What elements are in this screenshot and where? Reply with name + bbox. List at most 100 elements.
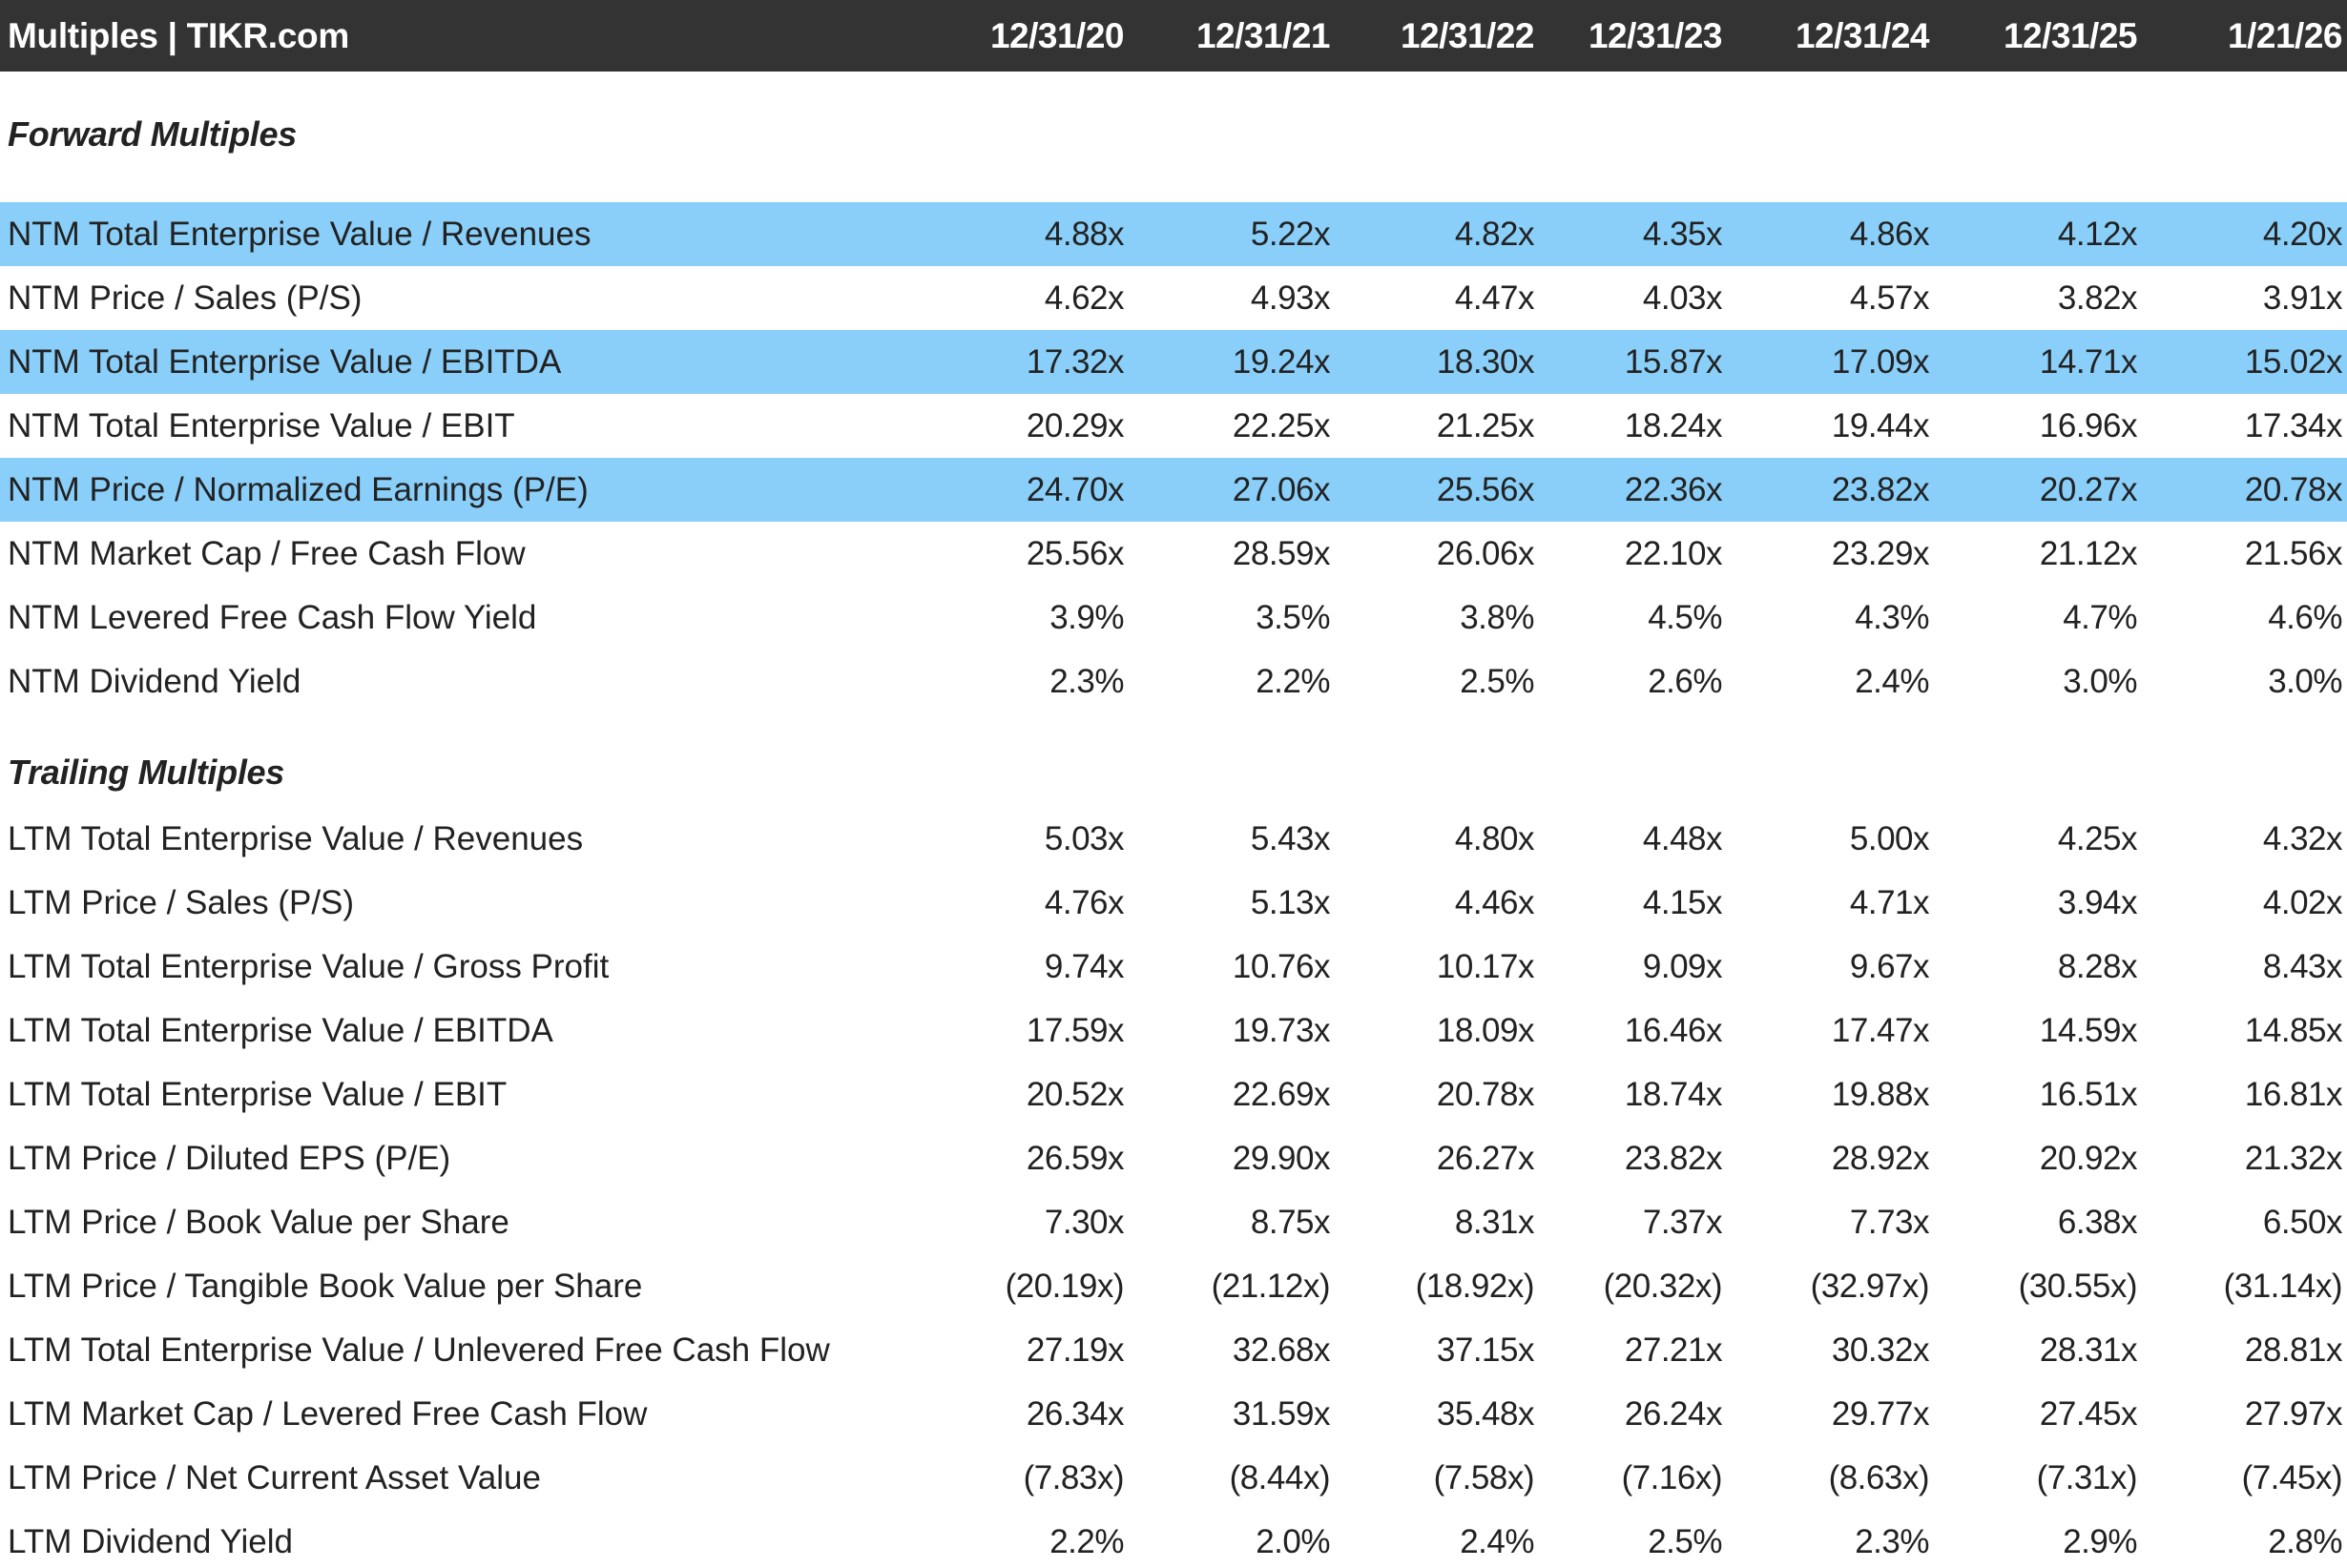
- cell-value: 23.82x: [1624, 1140, 1723, 1177]
- row-label: NTM Price / Sales (P/S): [8, 279, 363, 317]
- cell-value: 4.88x: [1044, 216, 1125, 253]
- row-label: LTM Total Enterprise Value / EBITDA: [8, 1012, 553, 1049]
- cell-value: 23.29x: [1831, 535, 1930, 572]
- cell-value: 4.7%: [2063, 599, 2137, 636]
- cell-value: 4.80x: [1454, 820, 1535, 857]
- cell-value: 4.86x: [1849, 216, 1930, 253]
- cell-value: 17.47x: [1831, 1012, 1930, 1049]
- table-row[interactable]: NTM Price / Sales (P/S) 4.62x 4.93x 4.47x 4.…: [0, 266, 2347, 330]
- column-header: 12/31/24: [1795, 16, 1930, 55]
- cell-value: 4.02x: [2262, 884, 2343, 921]
- cell-value: 31.59x: [1232, 1395, 1331, 1433]
- cell-value: 16.81x: [2244, 1076, 2343, 1113]
- cell-value: 4.15x: [1642, 884, 1723, 921]
- cell-value: 3.0%: [2268, 663, 2342, 700]
- cell-value: 3.94x: [2057, 884, 2138, 921]
- cell-value: 7.37x: [1642, 1204, 1723, 1241]
- cell-value: 16.96x: [2039, 407, 2138, 444]
- cell-value: 4.62x: [1044, 279, 1125, 317]
- cell-value: 7.73x: [1849, 1204, 1930, 1241]
- table-row[interactable]: LTM Total Enterprise Value / Gross Profi…: [0, 935, 2347, 999]
- cell-value: 27.21x: [1624, 1331, 1723, 1369]
- cell-value: 30.32x: [1831, 1331, 1930, 1369]
- cell-value: 20.92x: [2039, 1140, 2138, 1177]
- cell-value: (7.58x): [1433, 1459, 1535, 1496]
- cell-value: 28.81x: [2244, 1331, 2343, 1369]
- cell-value: 2.8%: [2268, 1523, 2342, 1560]
- cell-value: 28.92x: [1831, 1140, 1930, 1177]
- cell-value: 17.59x: [1026, 1012, 1125, 1049]
- cell-value: 17.32x: [1026, 343, 1125, 381]
- table-row[interactable]: NTM Levered Free Cash Flow Yield 3.9% 3.5%…: [0, 586, 2347, 650]
- cell-value: 5.22x: [1250, 216, 1331, 253]
- cell-value: 4.57x: [1849, 279, 1930, 317]
- cell-value: 4.20x: [2262, 216, 2343, 253]
- cell-value: 18.30x: [1436, 343, 1535, 381]
- table-header: Multiples | TIKR.com 12/31/20 12/31/21 1…: [0, 0, 2347, 72]
- table-row[interactable]: LTM Market Cap / Levered Free Cash Flow 2…: [0, 1382, 2347, 1446]
- row-label: NTM Price / Normalized Earnings (P/E): [8, 471, 589, 508]
- table-row[interactable]: LTM Total Enterprise Value / Revenues 5.0…: [0, 807, 2347, 871]
- cell-value: 25.56x: [1436, 471, 1535, 508]
- cell-value: 17.09x: [1831, 343, 1930, 381]
- table-row[interactable]: NTM Price / Normalized Earnings (P/E) 24.…: [0, 458, 2347, 522]
- table-row[interactable]: NTM Market Cap / Free Cash Flow 25.56x 28.…: [0, 522, 2347, 586]
- cell-value: 3.8%: [1460, 599, 1534, 636]
- cell-value: 4.76x: [1044, 884, 1125, 921]
- table-row[interactable]: LTM Price / Tangible Book Value per Shar…: [0, 1254, 2347, 1318]
- cell-value: 4.6%: [2268, 599, 2342, 636]
- cell-value: 23.82x: [1831, 471, 1930, 508]
- table-row[interactable]: LTM Total Enterprise Value / Unlevered F…: [0, 1318, 2347, 1382]
- table-row[interactable]: NTM Dividend Yield 2.3% 2.2% 2.5% 2.6% 2.4% 3.…: [0, 650, 2347, 713]
- cell-value: 24.70x: [1026, 471, 1125, 508]
- cell-value: (31.14x): [2223, 1268, 2343, 1305]
- cell-value: 14.71x: [2039, 343, 2138, 381]
- cell-value: 10.17x: [1436, 948, 1535, 985]
- cell-value: 20.78x: [2244, 471, 2343, 508]
- row-label: LTM Total Enterprise Value / Gross Profi…: [8, 948, 610, 985]
- cell-value: 14.85x: [2244, 1012, 2343, 1049]
- table-row[interactable]: NTM Total Enterprise Value / EBITDA 17.32…: [0, 330, 2347, 394]
- row-label: NTM Dividend Yield: [8, 663, 301, 700]
- cell-value: (30.55x): [2018, 1268, 2138, 1305]
- cell-value: 4.82x: [1454, 216, 1535, 253]
- table-row[interactable]: LTM Price / Sales (P/S) 4.76x 5.13x 4.46x 4.…: [0, 871, 2347, 935]
- cell-value: 4.48x: [1642, 820, 1723, 857]
- cell-value: 2.9%: [2063, 1523, 2137, 1560]
- cell-value: 6.50x: [2262, 1204, 2343, 1241]
- cell-value: 4.12x: [2057, 216, 2138, 253]
- column-header: 12/31/25: [2003, 16, 2138, 55]
- cell-value: 9.74x: [1044, 948, 1125, 985]
- cell-value: (21.12x): [1211, 1268, 1331, 1305]
- cell-value: 35.48x: [1436, 1395, 1535, 1433]
- table-row[interactable]: LTM Price / Book Value per Share 7.30x 8.7…: [0, 1190, 2347, 1254]
- table-row[interactable]: LTM Total Enterprise Value / EBIT 20.52x 2…: [0, 1063, 2347, 1126]
- cell-value: 2.0%: [1256, 1523, 1330, 1560]
- column-header: 1/21/26: [2228, 16, 2342, 55]
- row-label: NTM Total Enterprise Value / EBIT: [8, 407, 515, 444]
- cell-value: 20.27x: [2039, 471, 2138, 508]
- cell-value: 8.31x: [1454, 1204, 1535, 1241]
- row-label: NTM Total Enterprise Value / EBITDA: [8, 343, 562, 381]
- cell-value: 5.43x: [1250, 820, 1331, 857]
- cell-value: 15.87x: [1624, 343, 1723, 381]
- cell-value: 16.46x: [1624, 1012, 1723, 1049]
- cell-value: 20.78x: [1436, 1076, 1535, 1113]
- row-label: LTM Total Enterprise Value / Revenues: [8, 820, 584, 857]
- cell-value: 21.32x: [2244, 1140, 2343, 1177]
- cell-value: 2.2%: [1256, 663, 1330, 700]
- table-row[interactable]: LTM Dividend Yield 2.2% 2.0% 2.4% 2.5% 2.3% 2.…: [0, 1510, 2347, 1568]
- table-row[interactable]: LTM Total Enterprise Value / EBITDA 17.59…: [0, 999, 2347, 1063]
- table-row[interactable]: LTM Price / Diluted EPS (P/E) 26.59x 29.90…: [0, 1126, 2347, 1190]
- table-row[interactable]: NTM Total Enterprise Value / EBIT 20.29x 2…: [0, 394, 2347, 458]
- cell-value: 4.46x: [1454, 884, 1535, 921]
- cell-value: 26.27x: [1436, 1140, 1535, 1177]
- cell-value: 22.25x: [1232, 407, 1331, 444]
- cell-value: 27.19x: [1026, 1331, 1125, 1369]
- table-row[interactable]: LTM Price / Net Current Asset Value (7.83…: [0, 1446, 2347, 1510]
- row-label: LTM Total Enterprise Value / EBIT: [8, 1076, 508, 1113]
- cell-value: 4.35x: [1642, 216, 1723, 253]
- cell-value: 20.29x: [1026, 407, 1125, 444]
- table-row[interactable]: NTM Total Enterprise Value / Revenues 4.8…: [0, 202, 2347, 266]
- cell-value: (20.19x): [1005, 1268, 1125, 1305]
